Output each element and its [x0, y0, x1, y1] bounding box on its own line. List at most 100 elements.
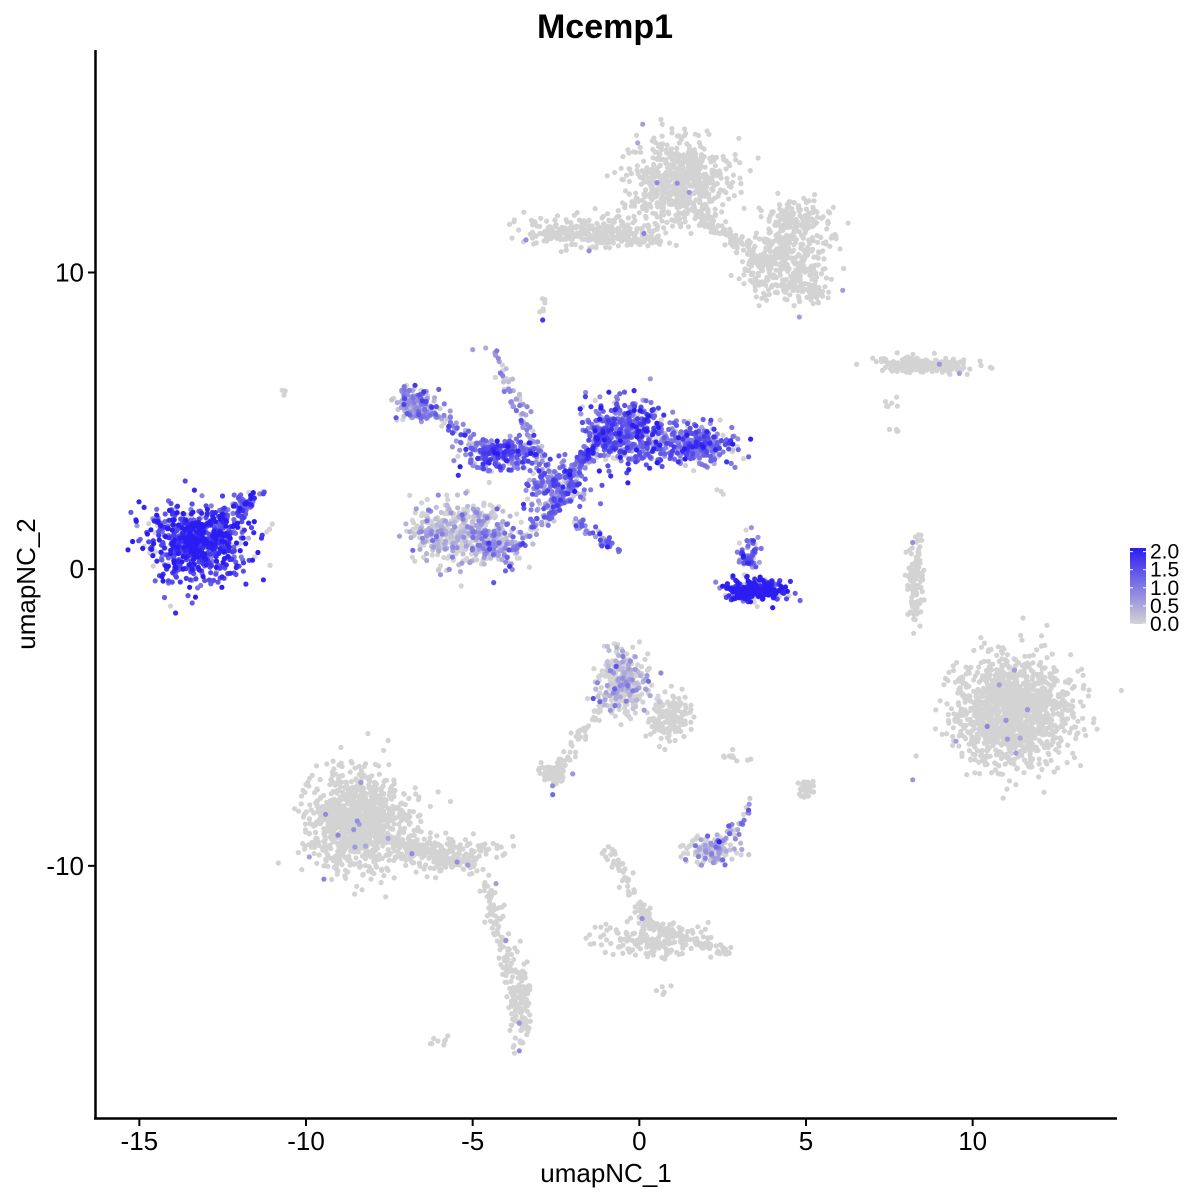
cell-point: [963, 683, 970, 689]
cell-point: [642, 656, 648, 663]
cell-point: [691, 204, 697, 210]
cell-point: [365, 868, 372, 874]
cell-point: [321, 863, 327, 869]
cell-point: [323, 826, 329, 832]
cell-point: [784, 297, 790, 303]
cell-point: [1118, 687, 1124, 694]
cell-point: [833, 233, 839, 239]
cell-point: [978, 730, 984, 737]
cell-point: [1075, 718, 1081, 724]
cell-point: [526, 564, 533, 570]
scatter-points: [125, 116, 1124, 1056]
cell-point: [993, 667, 1000, 673]
cell-point: [977, 704, 983, 710]
cell-point: [362, 790, 368, 796]
cell-point: [828, 235, 834, 241]
cell-point: [415, 828, 421, 834]
cell-point: [951, 711, 957, 717]
cell-point: [631, 213, 637, 220]
cell-point: [998, 749, 1004, 755]
cell-point: [719, 209, 725, 215]
cell-point: [778, 249, 784, 255]
cell-point: [809, 216, 815, 222]
cell-point: [1003, 722, 1010, 729]
cell-point: [571, 224, 577, 230]
cell-point: [990, 705, 997, 712]
cell-point: [392, 848, 398, 854]
cell-point: [679, 193, 685, 199]
cell-point: [999, 656, 1005, 662]
cell-point: [332, 864, 338, 870]
cell-point: [386, 762, 392, 768]
cell-point: [547, 224, 553, 230]
cell-point: [894, 350, 900, 356]
cell-point: [660, 205, 666, 212]
cell-point: [307, 802, 313, 808]
cell-point: [322, 841, 328, 847]
cell-point: [1030, 652, 1036, 658]
cell-point: [1036, 761, 1042, 767]
cell-point: [608, 218, 614, 224]
cell-point: [330, 779, 336, 785]
cell-point: [615, 226, 621, 232]
cell-point: [975, 716, 982, 722]
cell-point: [818, 271, 825, 277]
cell-point: [365, 731, 371, 737]
cell-point: [610, 455, 616, 461]
cell-point: [402, 801, 408, 808]
cell-point: [349, 784, 356, 791]
cell-point: [685, 174, 692, 180]
cell-point: [972, 700, 978, 706]
cell-point: [1022, 653, 1028, 659]
cell-point: [537, 223, 543, 229]
cell-point: [308, 807, 314, 813]
cell-point: [659, 121, 665, 127]
cell-point: [775, 231, 781, 237]
cell-point: [932, 726, 939, 732]
cell-point: [406, 795, 412, 802]
cell-point: [644, 165, 650, 171]
cell-point: [700, 155, 706, 161]
cell-point: [1079, 666, 1085, 672]
cell-point: [1023, 689, 1029, 695]
cell-point: [814, 254, 820, 260]
cell-point: [404, 817, 410, 823]
cell-point: [653, 190, 659, 196]
cell-point: [1021, 757, 1027, 763]
cell-point: [628, 203, 635, 209]
cell-point: [423, 862, 429, 868]
cell-point: [360, 801, 366, 807]
cell-point: [787, 292, 793, 298]
cell-point: [1013, 782, 1019, 788]
cell-point: [977, 771, 983, 777]
cell-point: [1070, 698, 1076, 704]
cell-point: [939, 731, 945, 737]
cell-point: [444, 492, 450, 498]
cell-point: [671, 187, 678, 193]
cell-point: [1080, 672, 1086, 678]
cell-point: [762, 293, 768, 299]
cell-point: [678, 178, 685, 184]
cell-point: [959, 753, 965, 760]
cell-point: [741, 205, 747, 211]
cell-point: [685, 152, 691, 158]
cell-point: [775, 190, 781, 196]
cell-point: [737, 175, 743, 181]
cell-point: [313, 763, 320, 769]
cell-point: [967, 693, 973, 699]
cell-point: [504, 994, 510, 1000]
cell-point: [508, 1022, 514, 1028]
cell-point: [703, 189, 709, 195]
cell-point: [518, 1009, 525, 1016]
cell-point: [635, 171, 641, 177]
cell-point: [697, 185, 703, 191]
cell-point: [382, 800, 388, 806]
cell-point: [669, 223, 676, 229]
cell-point: [975, 686, 981, 693]
cell-point: [383, 894, 389, 900]
cell-point: [401, 791, 407, 797]
cell-point: [806, 237, 812, 243]
cell-point: [1035, 704, 1041, 710]
cell-point: [696, 132, 702, 139]
cell-point: [930, 364, 936, 370]
